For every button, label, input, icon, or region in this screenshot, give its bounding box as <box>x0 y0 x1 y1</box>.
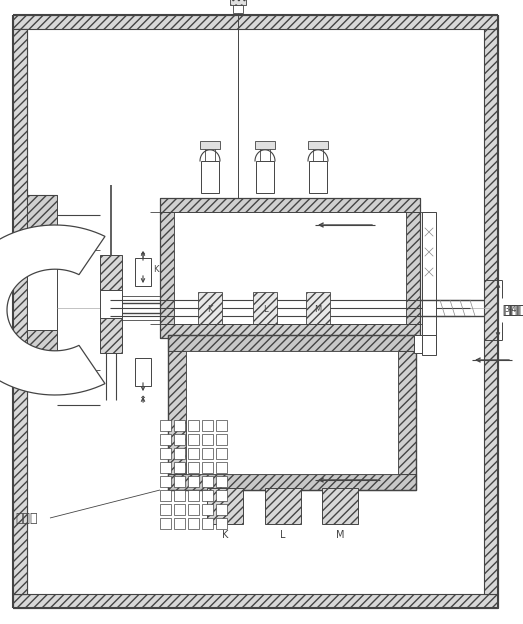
Bar <box>202 518 213 529</box>
Bar <box>160 490 171 501</box>
Bar <box>414 335 436 353</box>
Bar <box>13 15 498 29</box>
Bar <box>174 518 185 529</box>
Bar <box>13 29 27 594</box>
Bar <box>174 476 185 487</box>
Text: 出风口: 出风口 <box>15 512 38 525</box>
Bar <box>322 488 358 524</box>
Text: ↑: ↑ <box>139 395 147 405</box>
Bar <box>188 434 199 445</box>
Bar <box>160 518 171 529</box>
Bar <box>309 161 327 193</box>
Text: K: K <box>222 530 228 540</box>
Bar <box>174 420 185 431</box>
Bar <box>306 292 330 324</box>
Bar <box>168 335 416 490</box>
Bar <box>202 448 213 459</box>
Bar <box>13 29 27 594</box>
Bar <box>233 5 243 13</box>
Bar <box>27 195 57 250</box>
Text: 3-4: 3-4 <box>504 306 517 314</box>
Bar <box>168 474 416 490</box>
Bar <box>13 594 498 608</box>
Bar <box>160 504 171 515</box>
Bar <box>160 462 171 473</box>
Bar <box>160 198 420 212</box>
Bar <box>100 255 122 290</box>
Bar <box>216 504 227 515</box>
Bar <box>135 258 151 286</box>
Bar <box>186 351 398 474</box>
Bar <box>188 448 199 459</box>
Bar <box>200 141 220 149</box>
Bar <box>174 504 185 515</box>
Bar <box>202 504 213 515</box>
Bar <box>216 434 227 445</box>
Bar <box>422 212 436 344</box>
Bar <box>160 212 174 324</box>
Bar <box>253 292 277 324</box>
Bar <box>174 448 185 459</box>
Bar <box>135 358 151 386</box>
Bar <box>202 434 213 445</box>
Bar <box>255 141 275 149</box>
Bar <box>216 462 227 473</box>
Bar <box>160 434 171 445</box>
Bar <box>27 250 57 330</box>
Bar <box>202 462 213 473</box>
Bar <box>216 476 227 487</box>
Bar <box>422 335 436 355</box>
Bar <box>100 290 122 318</box>
Bar <box>168 335 416 351</box>
Bar <box>188 420 199 431</box>
Bar <box>27 330 57 385</box>
Bar <box>398 351 416 474</box>
Text: ↑: ↑ <box>139 251 147 261</box>
Text: 进风口: 进风口 <box>503 303 523 316</box>
Bar <box>160 198 420 338</box>
Text: K: K <box>153 265 158 275</box>
Text: 进风口: 进风口 <box>502 303 523 316</box>
Bar <box>174 490 185 501</box>
Bar <box>202 476 213 487</box>
Bar <box>188 490 199 501</box>
Bar <box>308 141 328 149</box>
Bar <box>265 488 301 524</box>
Bar <box>198 292 222 324</box>
Text: L: L <box>280 530 286 540</box>
Bar <box>160 420 171 431</box>
Polygon shape <box>0 225 105 395</box>
Bar <box>168 351 186 474</box>
Bar <box>230 0 246 5</box>
Bar <box>216 518 227 529</box>
Bar <box>174 462 185 473</box>
Bar <box>216 490 227 501</box>
Bar <box>484 29 498 594</box>
Bar <box>216 420 227 431</box>
Bar <box>207 488 243 524</box>
Text: K: K <box>207 306 213 314</box>
Bar <box>160 476 171 487</box>
Bar <box>188 476 199 487</box>
Bar <box>216 448 227 459</box>
Bar <box>174 212 406 324</box>
Bar <box>201 161 219 193</box>
Bar <box>202 490 213 501</box>
Bar <box>188 504 199 515</box>
Text: M: M <box>336 530 344 540</box>
Text: 进风口: 进风口 <box>503 303 523 316</box>
Bar <box>188 518 199 529</box>
Text: L: L <box>263 306 267 314</box>
Bar <box>160 448 171 459</box>
Text: M: M <box>314 306 322 314</box>
Bar <box>202 420 213 431</box>
Bar <box>100 318 122 353</box>
Bar <box>188 462 199 473</box>
Bar <box>160 324 420 338</box>
Bar <box>174 434 185 445</box>
Bar <box>406 212 420 324</box>
Bar <box>256 161 274 193</box>
